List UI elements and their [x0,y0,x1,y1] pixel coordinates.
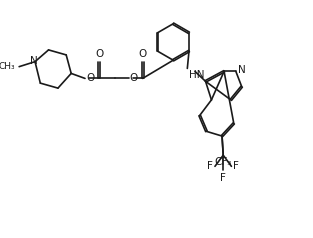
Text: O: O [130,74,138,84]
Text: CF₃: CF₃ [214,157,232,167]
Text: CH₃: CH₃ [0,62,15,71]
Text: F: F [220,173,226,183]
Text: HN: HN [189,69,204,79]
Text: O: O [139,49,147,59]
Text: N: N [238,65,246,75]
Text: N: N [30,56,38,66]
Text: F: F [233,161,239,171]
Text: O: O [87,74,95,84]
Text: O: O [95,49,103,59]
Text: F: F [207,161,213,171]
